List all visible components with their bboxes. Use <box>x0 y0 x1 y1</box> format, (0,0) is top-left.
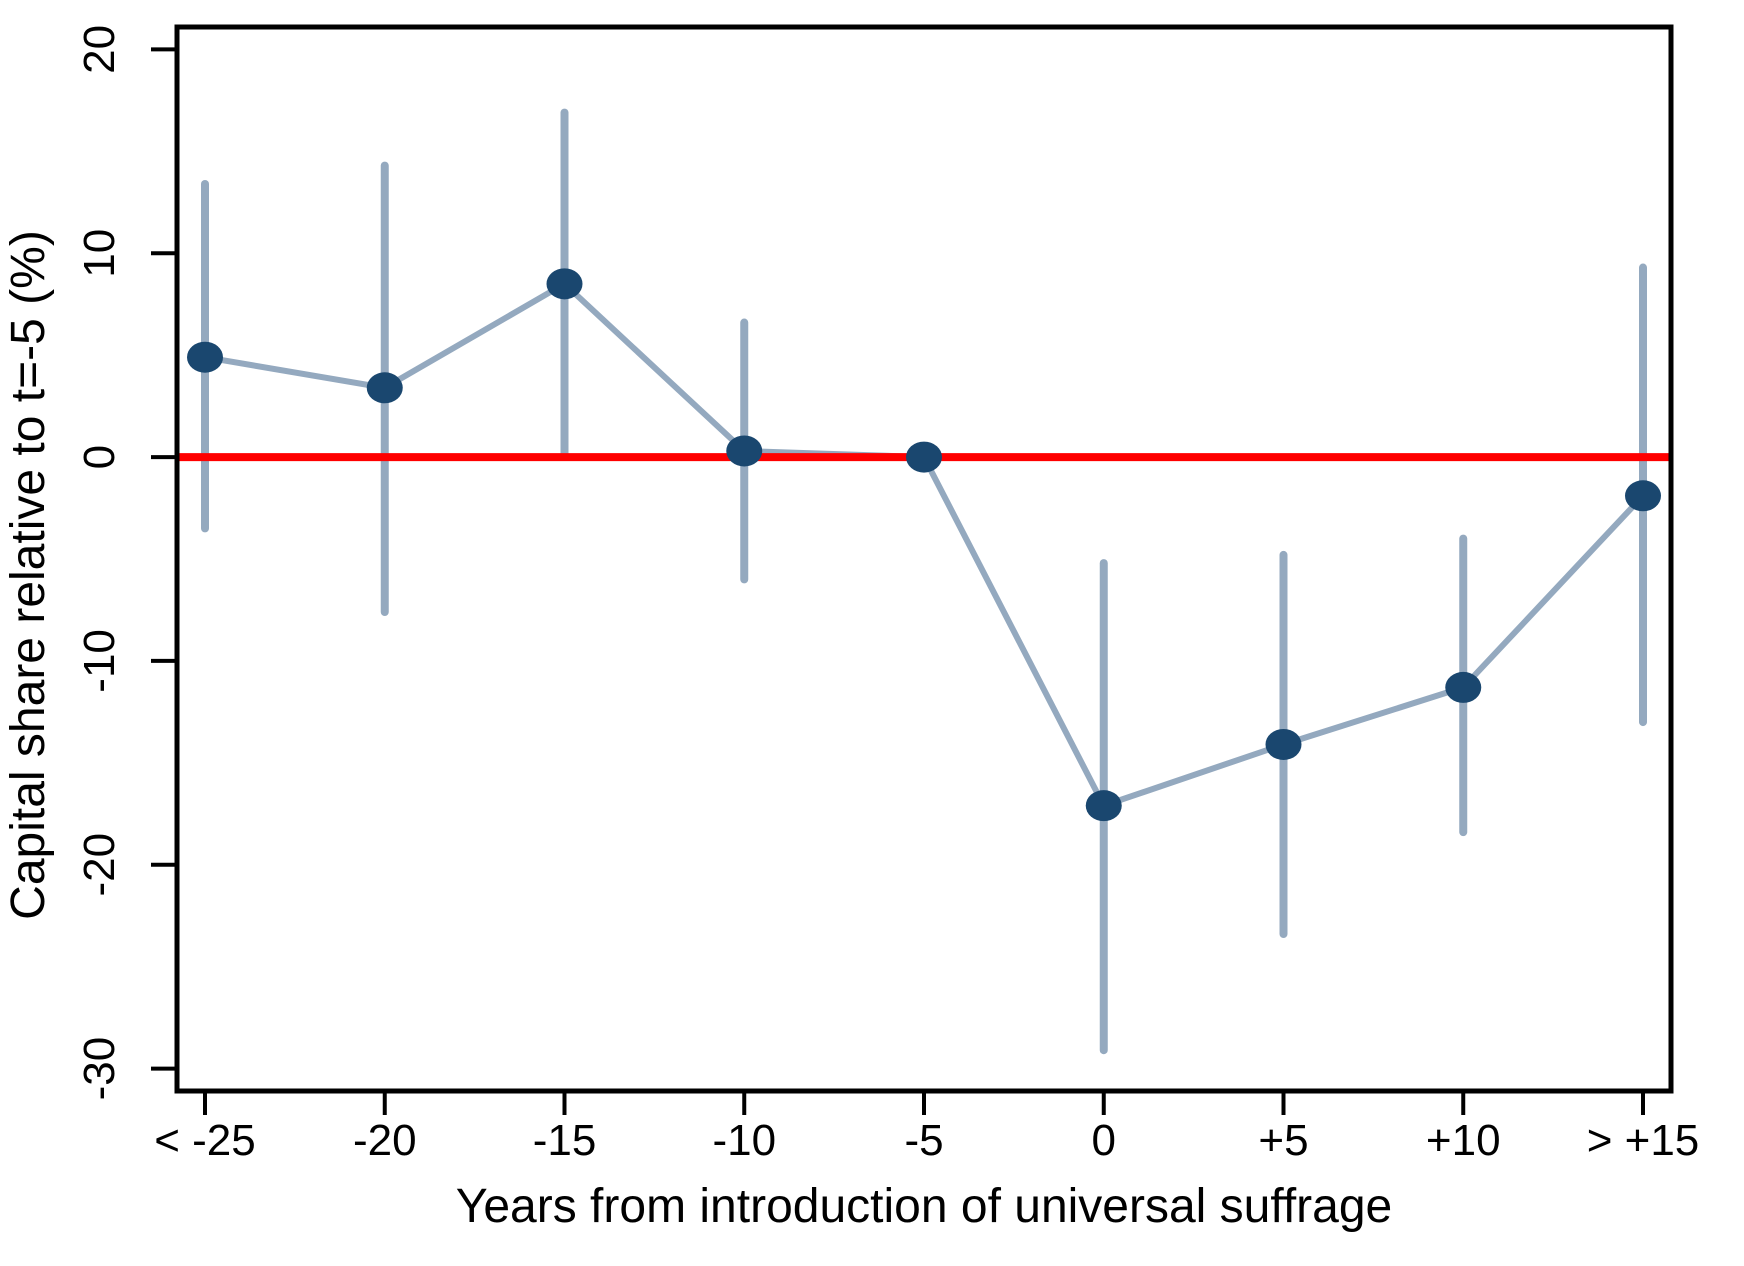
y-axis-tick-label: 20 <box>75 25 124 74</box>
estimate-connecting-line <box>204 280 1646 810</box>
y-axis-tick-label: -10 <box>75 629 124 693</box>
x-axis-tick-label: > +15 <box>1587 1116 1700 1165</box>
x-axis-title: Years from introduction of universal suf… <box>456 1180 1393 1233</box>
data-point-marker <box>726 435 763 467</box>
y-axis-tick-label: 0 <box>75 445 124 469</box>
x-axis-tick-label: +10 <box>1426 1116 1501 1165</box>
data-point-marker <box>546 268 583 300</box>
y-axis-tick-label: -30 <box>75 1037 124 1101</box>
x-axis-tick-label: -5 <box>904 1116 943 1165</box>
data-point-marker <box>1445 671 1482 703</box>
y-axis-title: Capital share relative to t=-5 (%) <box>2 230 55 920</box>
x-axis-tick-label: 0 <box>1092 1116 1116 1165</box>
y-axis-tick-label: 10 <box>75 229 124 278</box>
y-axis-tick-label: -20 <box>75 833 124 897</box>
data-point-marker <box>187 341 223 373</box>
x-axis-tick-label: -20 <box>353 1116 417 1165</box>
data-point-marker <box>1265 728 1302 760</box>
x-axis-tick-label: -15 <box>533 1116 597 1165</box>
x-axis-tick-label: -10 <box>712 1116 776 1165</box>
x-axis-tick-label: +5 <box>1258 1116 1308 1165</box>
data-point-marker <box>366 372 403 404</box>
data-point-marker <box>1085 790 1122 822</box>
plot-border <box>174 24 1674 1094</box>
data-point-marker <box>1625 480 1661 512</box>
x-axis-tick-label: < -25 <box>154 1116 256 1165</box>
data-point-marker <box>906 441 942 473</box>
